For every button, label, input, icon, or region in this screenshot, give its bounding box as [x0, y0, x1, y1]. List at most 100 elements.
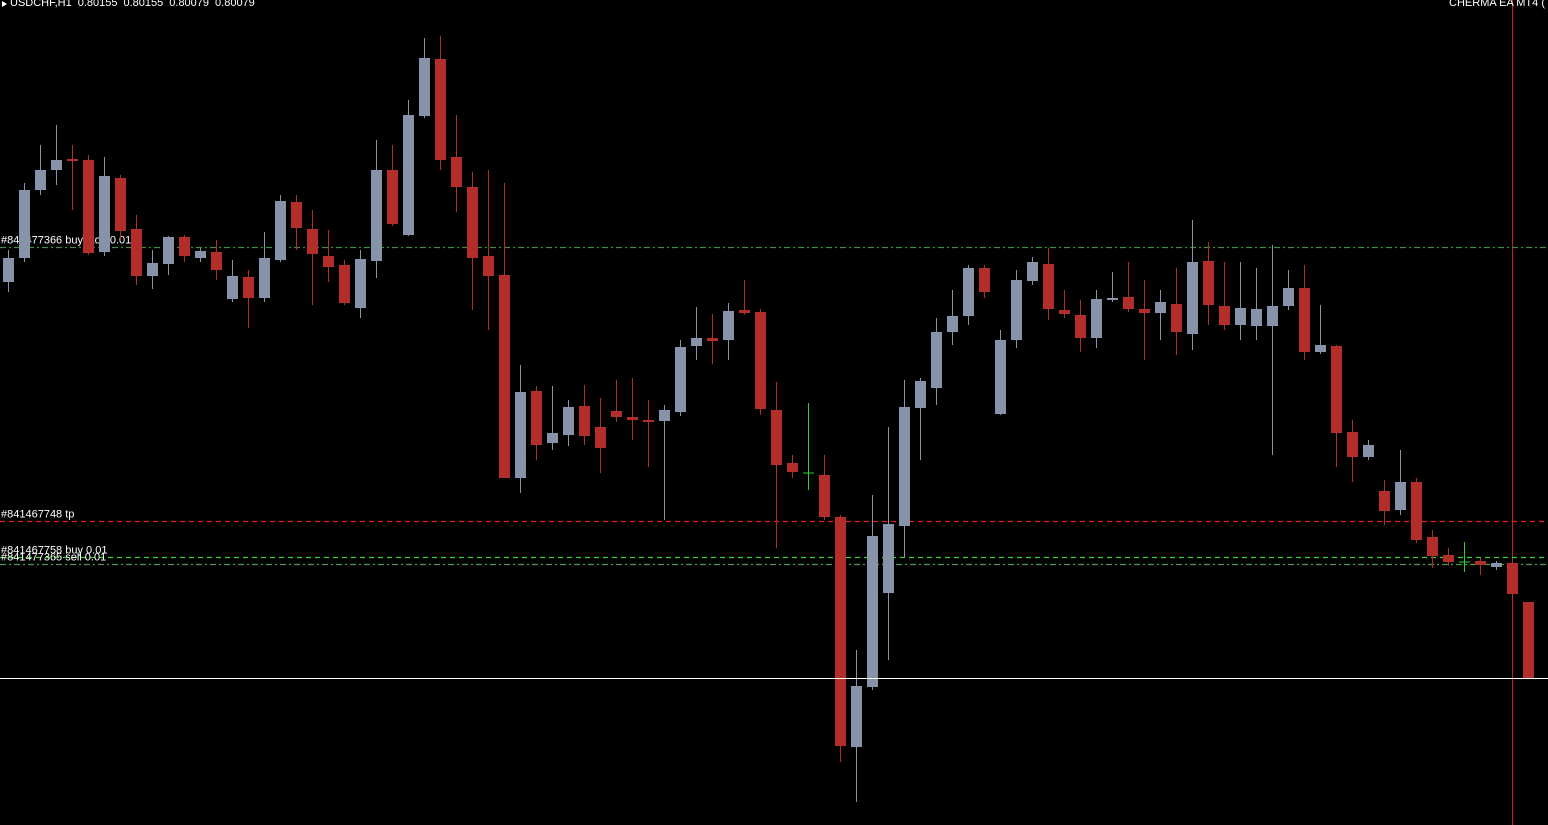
- body: [1011, 280, 1022, 340]
- body: [339, 265, 350, 303]
- body: [291, 202, 302, 228]
- order-label: #841477366 buy stop 0.01: [1, 234, 131, 246]
- body: [1491, 563, 1502, 567]
- body: [1171, 304, 1182, 332]
- body: [323, 256, 334, 267]
- body: [35, 170, 46, 190]
- menu-icon: [2, 1, 7, 7]
- ea-name: CHERMA EA MT4 (: [1449, 0, 1545, 9]
- body: [739, 310, 750, 313]
- header-open: 0.80155: [78, 0, 118, 9]
- body: [611, 411, 622, 417]
- body: [691, 338, 702, 346]
- body: [563, 407, 574, 435]
- body: [1203, 261, 1214, 305]
- body: [419, 58, 430, 116]
- body: [643, 420, 654, 422]
- body: [787, 463, 798, 472]
- body: [1475, 561, 1486, 565]
- body: [115, 178, 126, 231]
- symbol: USDCHF,H1: [10, 0, 72, 9]
- body: [547, 433, 558, 443]
- body: [707, 338, 718, 341]
- body: [1379, 491, 1390, 511]
- body: [723, 311, 734, 340]
- body: [931, 332, 942, 388]
- body: [67, 159, 78, 161]
- body: [979, 268, 990, 292]
- body: [771, 410, 782, 465]
- body: [163, 237, 174, 264]
- body: [1043, 264, 1054, 309]
- body: [483, 256, 494, 276]
- body: [915, 381, 926, 408]
- body: [1507, 563, 1518, 594]
- body: [435, 59, 446, 160]
- body: [819, 475, 830, 517]
- body: [307, 229, 318, 254]
- body: [1139, 309, 1150, 313]
- body: [211, 252, 222, 270]
- body: [995, 340, 1006, 414]
- body: [1027, 262, 1038, 281]
- body: [1331, 346, 1342, 433]
- body: [899, 407, 910, 526]
- header-low: 0.80079: [169, 0, 209, 9]
- body: [275, 201, 286, 260]
- body: [1523, 602, 1534, 678]
- body: [531, 391, 542, 445]
- body: [1155, 302, 1166, 313]
- body: [515, 392, 526, 478]
- body: [403, 115, 414, 235]
- body: [1427, 537, 1438, 556]
- body: [659, 410, 670, 421]
- body: [1395, 482, 1406, 510]
- body: [355, 259, 366, 308]
- body: [83, 160, 94, 253]
- body: [851, 686, 862, 747]
- body: [499, 275, 510, 478]
- body: [1059, 310, 1070, 314]
- body: [227, 276, 238, 299]
- body: [387, 170, 398, 224]
- body: [1107, 298, 1118, 300]
- body: [1219, 306, 1230, 325]
- body: [1411, 482, 1422, 540]
- body: [1299, 288, 1310, 352]
- body: [451, 157, 462, 187]
- body: [1363, 445, 1374, 457]
- body: [19, 190, 30, 258]
- body: [51, 160, 62, 170]
- body: [595, 427, 606, 448]
- body: [883, 524, 894, 593]
- body: [1315, 345, 1326, 352]
- body: [1075, 315, 1086, 338]
- body: [867, 536, 878, 687]
- body: [755, 312, 766, 409]
- body: [131, 229, 142, 276]
- order-label: #841467758 buy 0.01: [1, 544, 107, 556]
- body: [1283, 288, 1294, 306]
- body: [1347, 432, 1358, 457]
- body: [627, 417, 638, 420]
- order-label: #841477365 sell 0.01: [1, 551, 106, 563]
- body: [1235, 308, 1246, 325]
- header-close: 0.80079: [215, 0, 255, 9]
- body: [179, 237, 190, 256]
- body: [579, 406, 590, 436]
- body: [371, 170, 382, 261]
- body: [1091, 299, 1102, 338]
- header: USDCHF,H1 0.80155 0.80155 0.80079 0.80079: [10, 0, 255, 9]
- body: [1267, 306, 1278, 326]
- body: [835, 517, 846, 746]
- body: [3, 258, 14, 282]
- body: [1123, 297, 1134, 309]
- header-high: 0.80155: [124, 0, 164, 9]
- body: [675, 347, 686, 412]
- body: [259, 258, 270, 298]
- body: [947, 316, 958, 332]
- body: [243, 277, 254, 298]
- body: [1187, 262, 1198, 334]
